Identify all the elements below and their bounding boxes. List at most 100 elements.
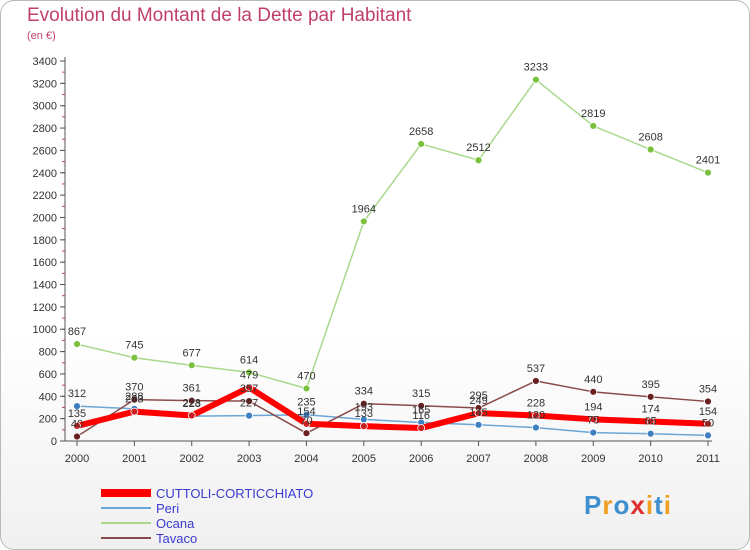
- data-label-cuttoli-corticchiato: 249: [469, 395, 487, 407]
- data-point-cuttoli-corticchiato: [245, 383, 253, 392]
- data-label-peri: 235: [297, 397, 315, 409]
- y-tick-label: 1400: [33, 280, 57, 292]
- data-point-tavaco: [359, 399, 368, 408]
- data-point-tavaco: [245, 397, 253, 406]
- y-tick-label: 0: [51, 436, 57, 448]
- chart-subtitle: (en €): [27, 30, 56, 42]
- data-label-ocana: 3233: [524, 62, 548, 74]
- data-label-cuttoli-corticchiato: 228: [183, 398, 201, 410]
- data-label-peri: 223: [183, 398, 201, 410]
- y-tick-label: 1000: [33, 324, 57, 336]
- data-label-cuttoli-corticchiato: 154: [699, 406, 717, 418]
- y-tick-label: 3400: [33, 56, 57, 68]
- y-tick-label: 2000: [33, 212, 57, 224]
- data-point-tavaco: [704, 397, 712, 406]
- data-label-ocana: 867: [68, 326, 86, 338]
- data-label-tavaco: 395: [641, 379, 659, 391]
- data-point-ocana: [417, 140, 426, 148]
- data-label-cuttoli-corticchiato: 228: [527, 398, 545, 410]
- x-tick-label: 2011: [696, 453, 720, 465]
- data-point-ocana: [359, 217, 368, 226]
- data-label-peri: 65: [645, 416, 657, 428]
- data-label-peri: 75: [587, 415, 599, 427]
- series-line-tavaco: [76, 380, 709, 438]
- data-point-tavaco: [187, 396, 196, 405]
- data-point-peri: [589, 428, 598, 437]
- data-label-tavaco: 70: [300, 415, 312, 427]
- data-label-tavaco: 315: [412, 388, 430, 400]
- data-point-tavaco: [73, 432, 81, 441]
- series-lines: [73, 75, 712, 441]
- data-point-ocana: [73, 340, 81, 349]
- data-label-tavaco: 537: [527, 363, 545, 375]
- y-tick-label: 3000: [33, 101, 57, 113]
- data-label-cuttoli-corticchiato: 263: [125, 394, 143, 406]
- chart-title: Evolution du Montant de la Dette par Hab…: [27, 5, 412, 26]
- x-tick-label: 2003: [237, 453, 261, 465]
- x-tick-label: 2004: [294, 453, 318, 465]
- data-label-tavaco: 295: [469, 390, 487, 402]
- data-label-tavaco: 354: [699, 383, 717, 395]
- data-point-tavaco: [130, 395, 139, 404]
- logo-letter: i: [645, 490, 655, 520]
- data-label-cuttoli-corticchiato: 116: [412, 410, 430, 422]
- data-label-ocana: 2819: [581, 108, 605, 120]
- data-label-tavaco: 440: [584, 374, 602, 386]
- data-point-tavaco: [417, 401, 426, 410]
- data-label-tavaco: 370: [125, 382, 143, 394]
- data-point-peri: [646, 429, 655, 438]
- data-point-ocana: [704, 168, 712, 177]
- data-label-peri: 145: [469, 407, 487, 419]
- data-point-ocana: [187, 361, 196, 370]
- y-tick-label: 1600: [33, 257, 57, 269]
- y-tick-label: 400: [39, 391, 57, 403]
- data-point-cuttoli-corticchiato: [646, 417, 655, 426]
- data-point-cuttoli-corticchiato: [417, 424, 426, 432]
- logo-letter: i: [663, 490, 672, 520]
- data-point-ocana: [302, 384, 311, 393]
- data-label-peri: 288: [125, 391, 143, 403]
- data-point-tavaco: [589, 387, 598, 396]
- data-label-tavaco: 357: [240, 383, 258, 395]
- data-point-cuttoli-corticchiato: [187, 411, 196, 420]
- x-tick-label: 2000: [65, 453, 89, 465]
- y-tick-label: 3200: [33, 78, 57, 90]
- data-label-peri: 120: [527, 410, 545, 422]
- data-label-peri: 50: [702, 417, 714, 429]
- data-point-ocana: [646, 145, 655, 154]
- y-tick-label: 600: [39, 369, 57, 381]
- series-line-ocana: [76, 78, 709, 390]
- data-point-ocana: [245, 368, 253, 377]
- legend-label-cuttoli-corticchiato: CUTTOLI-CORTICCHIATO: [156, 486, 313, 501]
- data-label-cuttoli-corticchiato: 479: [240, 369, 258, 381]
- data-label-ocana: 745: [125, 340, 143, 352]
- x-tick-label: 2007: [466, 453, 490, 465]
- axes: 0 200 400 600 800 1000 1200 1400 1600 1800 2000 220…: [33, 56, 720, 465]
- proxiti-logo: Proxiti: [584, 490, 672, 521]
- logo-letter: x: [630, 490, 646, 520]
- data-label-cuttoli-corticchiato: 194: [584, 401, 602, 413]
- data-label-cuttoli-corticchiato: 135: [68, 408, 86, 420]
- data-point-peri: [302, 410, 311, 419]
- y-tick-label: 2400: [33, 168, 57, 180]
- y-tick-label: 1200: [33, 302, 57, 314]
- data-point-tavaco: [646, 392, 655, 401]
- data-point-peri: [474, 420, 483, 429]
- series-line-cuttoli-corticchiato: [74, 384, 711, 432]
- y-tick-label: 1800: [33, 235, 57, 247]
- x-tick-label: 2005: [352, 453, 376, 465]
- y-tick-label: 200: [39, 414, 57, 426]
- data-label-peri: 165: [412, 405, 430, 417]
- data-point-peri: [532, 423, 540, 432]
- logo-letter: r: [602, 490, 614, 520]
- data-point-tavaco: [532, 377, 540, 385]
- legend-label-ocana: Ocana: [156, 516, 195, 531]
- data-point-peri: [704, 431, 712, 440]
- legend-label-tavaco: Tavaco: [156, 531, 197, 546]
- x-tick-label: 2006: [409, 453, 433, 465]
- data-label-tavaco: 361: [183, 383, 201, 395]
- data-label-ocana: 614: [240, 354, 258, 366]
- x-tick-label: 2008: [524, 453, 548, 465]
